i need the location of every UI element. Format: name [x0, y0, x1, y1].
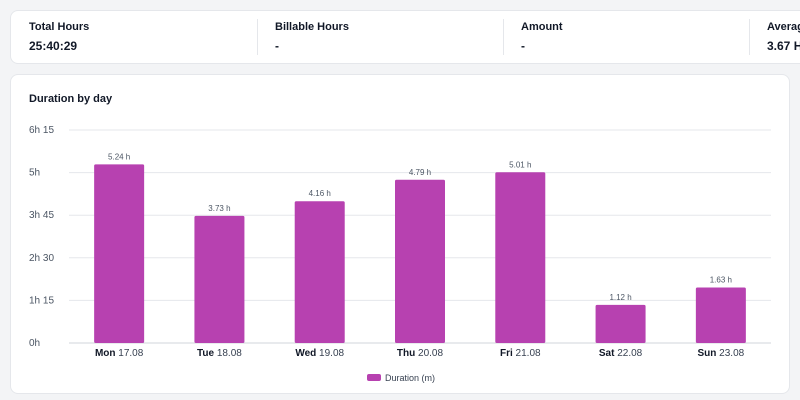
y-tick-label: 0h: [29, 338, 40, 349]
bar: [395, 179, 445, 343]
legend-swatch: [367, 374, 381, 381]
y-tick-label: 5h: [29, 168, 40, 179]
bar: [495, 172, 546, 343]
summary-stats: Total Hours 25:40:29 Billable Hours - Am…: [10, 10, 800, 64]
y-tick-label: 2h 30: [29, 253, 54, 264]
data-label: 5.01 h: [509, 160, 531, 169]
y-tick-label: 3h 45: [29, 210, 54, 221]
x-tick-label: Sat 22.08: [599, 348, 643, 359]
x-tick-label: Fri 21.08: [500, 348, 541, 359]
duration-bar-chart: 0h 1h 15 2h 30 3h 45 5h 6h 15 5.24 h Mon 17.08 3…: [29, 125, 771, 383]
data-label: 5.24 h: [108, 152, 130, 161]
y-tick-label: 6h 15: [29, 125, 54, 136]
x-tick-label: Sun 23.08: [698, 348, 745, 359]
stat-label: Average: [767, 21, 800, 33]
data-label: 1.12 h: [609, 293, 631, 302]
stat-amount: Amount -: [503, 11, 749, 63]
data-label: 1.63 h: [710, 275, 732, 284]
stat-label: Amount: [521, 21, 563, 33]
stat-billable-hours: Billable Hours -: [257, 11, 503, 63]
data-label: 4.79 h: [409, 168, 431, 177]
x-tick-label: Thu 20.08: [397, 348, 444, 359]
y-tick-label: 1h 15: [29, 295, 54, 306]
bar: [194, 215, 245, 343]
stat-label: Total Hours: [29, 21, 90, 33]
chart-title: Duration by day: [29, 93, 113, 105]
stat-value: -: [521, 39, 525, 53]
x-tick-label: Tue 18.08: [197, 348, 242, 359]
data-label: 4.16 h: [309, 189, 331, 198]
bar: [595, 304, 646, 343]
x-tick-label: Mon 17.08: [95, 348, 144, 359]
bar: [695, 287, 746, 343]
legend-label: Duration (m): [385, 373, 435, 383]
bar: [294, 201, 345, 343]
stat-value: 3.67 H: [767, 39, 800, 53]
stat-value: 25:40:29: [29, 39, 78, 53]
stat-label: Billable Hours: [275, 21, 349, 33]
data-label: 3.73 h: [208, 204, 230, 213]
duration-chart-card: Duration by day 0h 1h 15 2h 30 3h 45 5h 6h 15…: [10, 74, 790, 394]
x-tick-label: Wed 19.08: [295, 348, 344, 359]
stat-value: -: [275, 39, 279, 53]
stat-average: Average 3.67 H: [749, 11, 800, 63]
stat-total-hours: Total Hours 25:40:29: [11, 11, 257, 63]
bar: [94, 164, 145, 343]
